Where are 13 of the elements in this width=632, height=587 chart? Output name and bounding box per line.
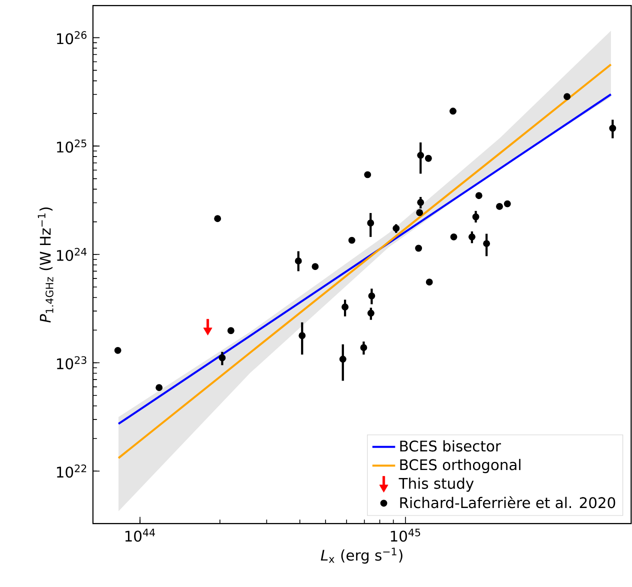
y-tick-label: 10$^{23}$ [57,356,86,370]
legend-label: This study [398,478,474,492]
x-tick-label: 10$^{44}$ [125,528,155,542]
legend-label: Richard-Laferrière et al. 2020 [400,496,616,508]
x-axis-title: L$_{x}$ (erg s$^{−1}$) [320,548,402,564]
legend-label: BCES orthogonal [400,458,520,474]
x-tick-label: 10$^{45}$ [390,528,420,542]
y-axis-title: P$_{1.4GHz}$ (W Hz$^{−1}$) [38,207,54,323]
y-tick-label: 10$^{22}$ [57,464,86,478]
y-tick-label: 10$^{24}$ [57,248,87,261]
y-tick-label: 10$^{25}$ [57,140,86,153]
y-tick-label: 10$^{26}$ [57,31,86,44]
legend-label: BCES bisector [400,440,501,452]
